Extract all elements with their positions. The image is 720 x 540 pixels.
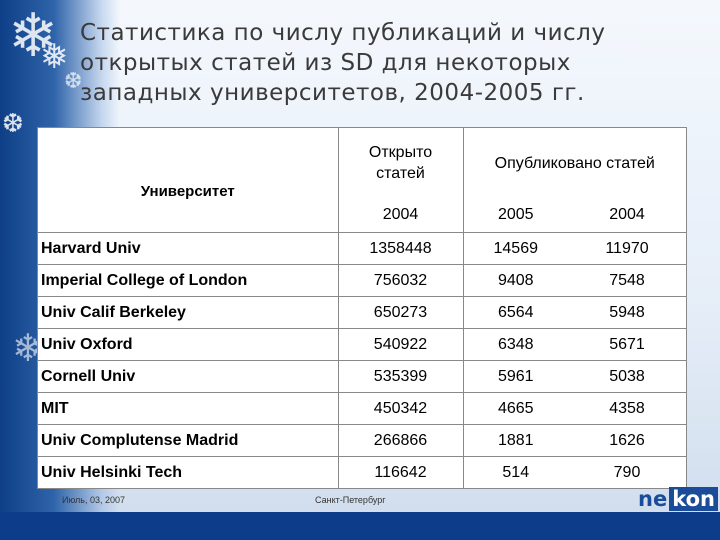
table-cell: 5671 xyxy=(568,328,687,361)
table-cell: 14569 xyxy=(462,231,568,265)
table-row: Univ Complutense Madrid 266866 1881 1626 xyxy=(38,424,687,457)
table-cell: 514 xyxy=(462,456,568,488)
statistics-table: Университет Открыто статей Опубликовано … xyxy=(37,127,687,489)
table-row: Univ Oxford 540922 6348 5671 xyxy=(38,328,687,361)
table-cell: 6348 xyxy=(462,328,568,361)
table-cell: 650273 xyxy=(337,296,463,329)
logo-part-ne: ne xyxy=(638,487,668,511)
table-cell: 5948 xyxy=(568,296,687,329)
table-cell: 540922 xyxy=(337,328,463,361)
header-year: 2005 xyxy=(462,198,568,233)
table-cell: 7548 xyxy=(568,264,687,297)
table-cell: 116642 xyxy=(337,456,463,488)
university-name: Univ Oxford xyxy=(38,328,338,361)
nekon-logo: ne kon xyxy=(638,486,718,512)
university-name: Univ Complutense Madrid xyxy=(38,424,338,457)
table-cell: 790 xyxy=(568,456,687,488)
header-year: 2004 xyxy=(609,206,645,223)
table-row: Cornell Univ 535399 5961 5038 xyxy=(38,360,687,393)
table-row: Harvard Univ 1358448 14569 11970 xyxy=(38,231,687,265)
table-row: Univ Helsinki Tech 116642 514 790 xyxy=(38,456,687,488)
table-cell: 4358 xyxy=(568,392,687,425)
footer-city: Санкт-Петербург xyxy=(315,495,386,505)
table-row: Imperial College of London 756032 9408 7… xyxy=(38,264,687,297)
table-cell: 6564 xyxy=(462,296,568,329)
table-cell: 450342 xyxy=(337,392,463,425)
header-year: 2004 xyxy=(337,198,463,233)
bottom-bar xyxy=(0,512,720,540)
table-cell: 266866 xyxy=(337,424,463,457)
table-cell: 1626 xyxy=(568,424,687,457)
table-cell: 4665 xyxy=(462,392,568,425)
table-cell: 11970 xyxy=(568,231,687,265)
university-name: Cornell Univ xyxy=(38,360,338,393)
table-cell: 9408 xyxy=(462,264,568,297)
university-name: Imperial College of London xyxy=(38,264,338,297)
university-name: Harvard Univ xyxy=(38,231,338,265)
snowflake-icon: ❄ xyxy=(8,2,59,69)
header-opened: Открыто статей xyxy=(337,128,463,198)
snowflake-icon: ❆ xyxy=(64,68,83,93)
university-name: Univ Helsinki Tech xyxy=(38,456,338,488)
table-row: Univ Calif Berkeley 650273 6564 5948 xyxy=(38,296,687,329)
footer-date: Июль, 03, 2007 xyxy=(62,495,125,505)
table-cell: 535399 xyxy=(337,360,463,393)
university-name: Univ Calif Berkeley xyxy=(38,296,338,329)
slide-title: Статистика по числу публикаций и числу о… xyxy=(80,20,606,106)
header-university: Университет xyxy=(140,182,235,200)
university-name: MIT xyxy=(38,392,338,425)
header-published: Опубликовано статей xyxy=(462,128,687,198)
table-row: MIT 450342 4665 4358 xyxy=(38,392,687,425)
snowflake-icon: ❆ xyxy=(2,108,24,138)
table-cell: 1881 xyxy=(462,424,568,457)
logo-part-kon: kon xyxy=(669,487,718,511)
table-cell: 5961 xyxy=(462,360,568,393)
table-cell: 1358448 xyxy=(337,231,463,265)
table-cell: 756032 xyxy=(337,264,463,297)
snowflake-icon: ❅ xyxy=(40,38,69,76)
table-cell: 5038 xyxy=(568,360,687,393)
